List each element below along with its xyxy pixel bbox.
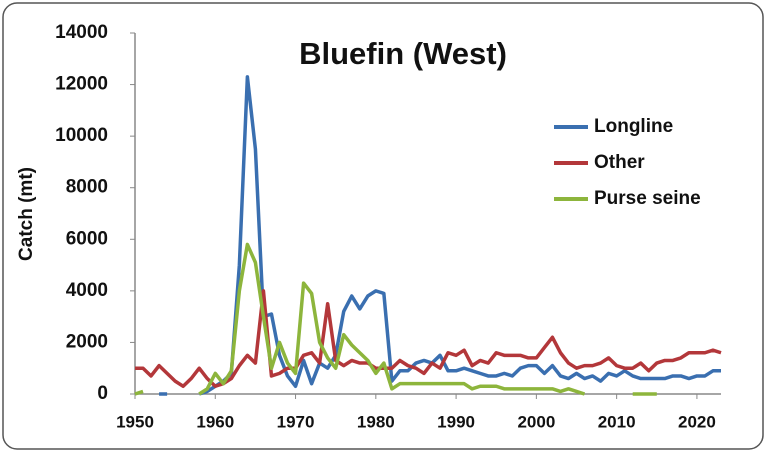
y-tick-label: 0 bbox=[97, 383, 108, 404]
y-tick-label: 8000 bbox=[66, 177, 108, 198]
x-tick-label: 2000 bbox=[517, 412, 555, 431]
y-tick-label: 10000 bbox=[55, 125, 108, 146]
x-tick-label: 1980 bbox=[357, 412, 395, 431]
y-tick-label: 4000 bbox=[66, 280, 108, 301]
y-tick-label: 14000 bbox=[55, 22, 108, 43]
frame bbox=[2, 2, 764, 450]
x-tick-label: 2010 bbox=[598, 412, 636, 431]
y-tick-label: 12000 bbox=[55, 74, 108, 95]
legend-label: Purse seine bbox=[594, 188, 701, 209]
x-tick-label: 2020 bbox=[678, 412, 716, 431]
legend-label: Other bbox=[594, 152, 645, 173]
x-tick-label: 1960 bbox=[196, 412, 234, 431]
series-line bbox=[159, 75, 721, 396]
series-line bbox=[134, 242, 657, 396]
x-tick-label: 1970 bbox=[277, 412, 315, 431]
x-tick-label: 1950 bbox=[116, 412, 154, 431]
legend-label: Longline bbox=[594, 116, 673, 137]
chart-title: Bluefin (West) bbox=[299, 36, 507, 71]
y-tick-label: 2000 bbox=[66, 331, 108, 352]
y-tick-label: 6000 bbox=[66, 228, 108, 249]
y-axis-label: Catch (mt) bbox=[16, 167, 37, 261]
x-tick-label: 1990 bbox=[437, 412, 475, 431]
series-line bbox=[135, 289, 722, 389]
